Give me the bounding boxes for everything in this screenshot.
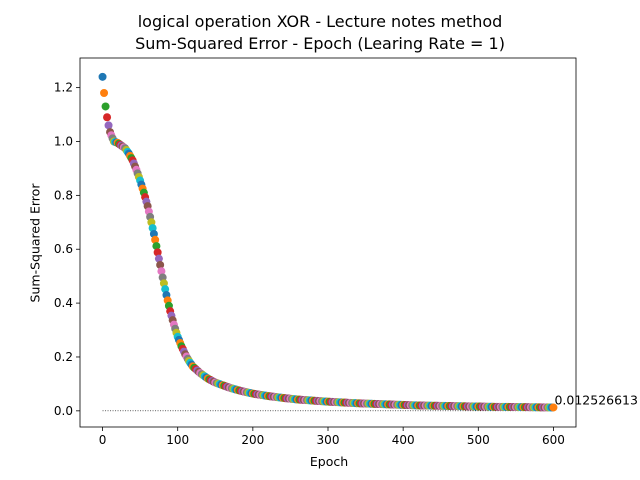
data-point [101, 102, 110, 111]
data-point [103, 113, 112, 122]
data-point [549, 403, 558, 412]
data-point [153, 248, 162, 257]
final-error-annotation: 0.012526613 [554, 392, 638, 407]
y-tick-label: 0.6 [54, 242, 73, 256]
chart-title: logical operation XOR - Lecture notes me… [137, 12, 503, 31]
data-point [100, 89, 109, 98]
x-axis-label: Epoch [309, 454, 349, 469]
data-point [152, 242, 161, 251]
data-point [98, 72, 107, 81]
x-tick-label: 0 [99, 433, 107, 447]
chart-subtitle: Sum-Squared Error - Epoch (Learing Rate … [135, 34, 505, 53]
y-tick-label: 1.2 [54, 81, 73, 95]
y-tick-label: 0.8 [54, 188, 73, 202]
x-tick-label: 500 [467, 433, 490, 447]
x-tick-label: 200 [241, 433, 264, 447]
y-tick-label: 0.0 [54, 404, 73, 418]
data-point [151, 235, 160, 244]
data-point [156, 260, 165, 269]
x-tick-label: 400 [392, 433, 415, 447]
x-tick-label: 600 [542, 433, 565, 447]
data-point [157, 267, 166, 276]
x-tick-label: 100 [166, 433, 189, 447]
y-tick-label: 0.2 [54, 350, 73, 364]
data-point [104, 121, 113, 130]
data-point [154, 254, 163, 263]
y-axis-label: Sum-Squared Error [27, 183, 43, 303]
y-tick-label: 1.0 [54, 134, 73, 148]
y-tick-label: 0.4 [54, 296, 73, 310]
x-tick-label: 300 [317, 433, 340, 447]
